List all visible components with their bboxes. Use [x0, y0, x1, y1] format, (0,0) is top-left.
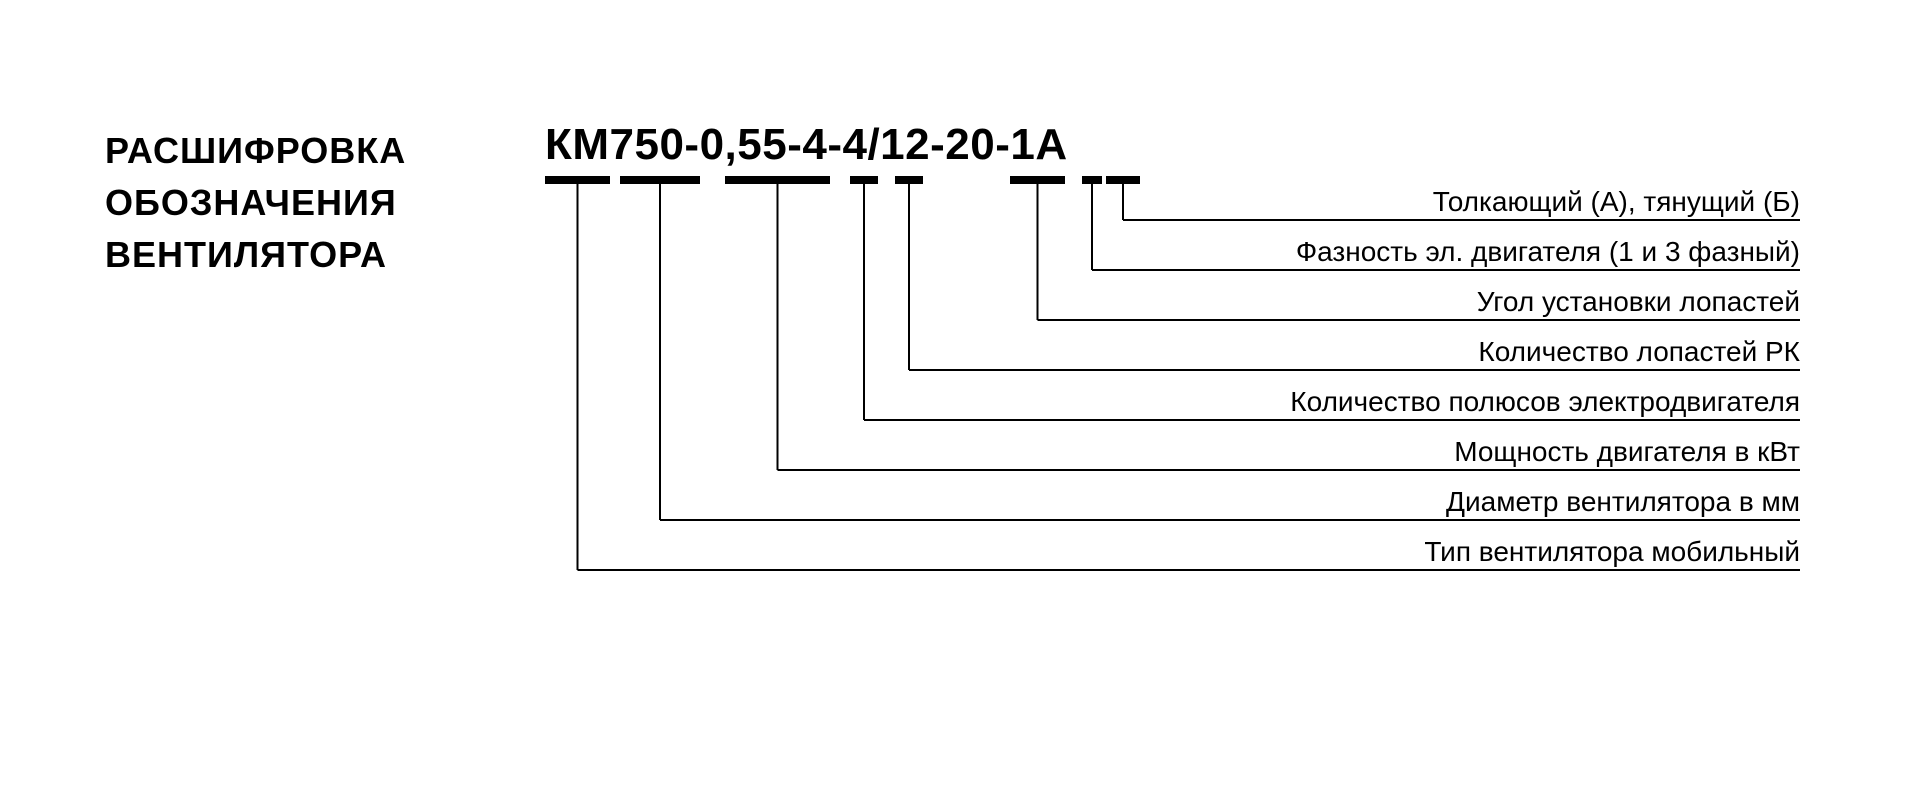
desc-type: Тип вентилятора мобильный — [1424, 536, 1800, 568]
desc-phase: Фазность эл. двигателя (1 и 3 фазный) — [1296, 236, 1800, 268]
desc-diameter: Диаметр вентилятора в мм — [1446, 486, 1800, 518]
diagram-canvas: РАСШИФРОВКАОБОЗНАЧЕНИЯВЕНТИЛЯТОРА КМ750-… — [0, 0, 1920, 791]
desc-angle: Угол установки лопастей — [1477, 286, 1800, 318]
desc-power: Мощность двигателя в кВт — [1454, 436, 1800, 468]
desc-poles: Количество полюсов электродвигателя — [1290, 386, 1800, 418]
desc-push_pull: Толкающий (А), тянущий (Б) — [1433, 186, 1800, 218]
desc-blades: Количество лопастей РК — [1478, 336, 1800, 368]
